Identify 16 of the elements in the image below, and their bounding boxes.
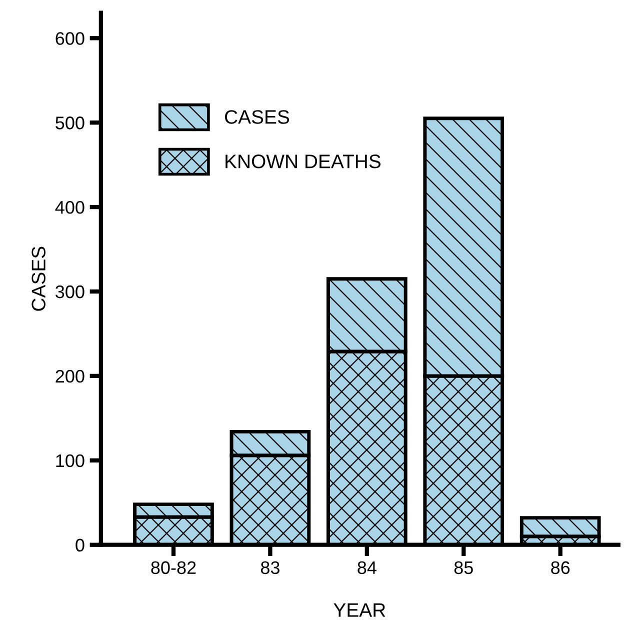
- y-tick-label: 200: [56, 370, 84, 383]
- x-tick-label: 83: [260, 561, 280, 574]
- y-tick-label: 300: [56, 285, 84, 298]
- x-tick-label: 84: [358, 561, 376, 574]
- y-axis-title: CASES: [32, 246, 46, 311]
- x-tick-label: 85: [454, 561, 473, 574]
- legend-label: CASES: [225, 110, 290, 124]
- y-tick-label: 600: [56, 32, 84, 45]
- legend-label: KNOWN DEATHS: [226, 154, 380, 168]
- x-tick-label: 80-82: [151, 561, 196, 574]
- y-tick-label: 400: [55, 200, 84, 214]
- y-tick-label: 500: [56, 116, 84, 130]
- x-tick-label: 86: [551, 561, 570, 574]
- y-tick-label: 100: [56, 454, 84, 468]
- x-axis-title: YEAR: [334, 603, 386, 617]
- y-tick-label: 0: [76, 538, 84, 552]
